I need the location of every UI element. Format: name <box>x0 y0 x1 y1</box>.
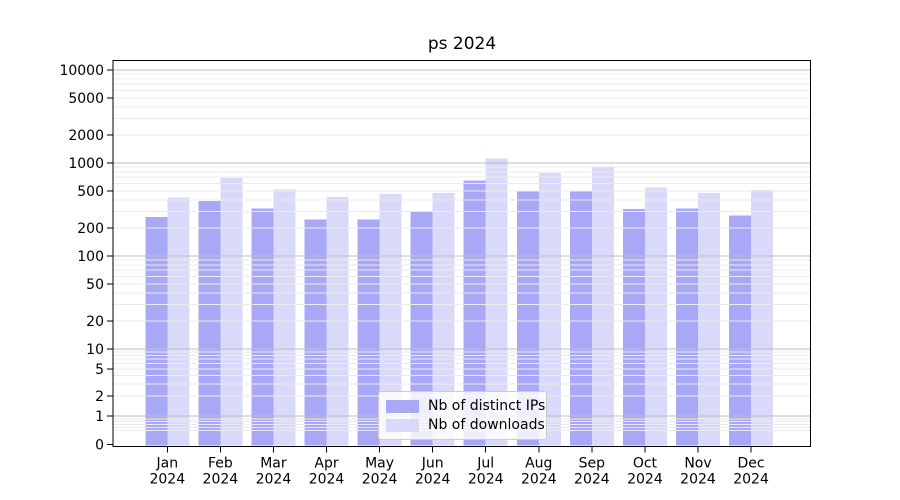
x-tick-label-year: 2024 <box>256 472 292 488</box>
legend-item-distinct-ips: Nb of distinct IPs <box>386 397 545 415</box>
x-tick-label-year: 2024 <box>521 472 557 488</box>
chart-title: ps 2024 <box>427 34 497 54</box>
bar-downloads-jul <box>485 158 508 446</box>
legend-swatch-distinct-ips <box>386 399 419 413</box>
x-tick-label-month: Feb <box>208 456 233 472</box>
legend: Nb of distinct IPs Nb of downloads <box>378 391 547 440</box>
x-tick-label-month: Jul <box>476 456 494 472</box>
x-tick-label-month: Mar <box>260 456 287 472</box>
y-tick-label: 1000 <box>68 156 104 172</box>
legend-item-downloads: Nb of downloads <box>386 416 545 434</box>
x-tick-label-month: Nov <box>684 456 711 472</box>
y-tick-label: 200 <box>77 221 104 237</box>
bar-distinct-ips-feb <box>198 201 221 446</box>
x-tick-label-year: 2024 <box>733 472 769 488</box>
bar-downloads-mar <box>273 189 296 446</box>
legend-label-distinct-ips: Nb of distinct IPs <box>428 398 546 414</box>
bar-distinct-ips-dec <box>729 215 752 446</box>
y-tick-label: 1 <box>95 409 104 425</box>
x-tick-label-month: Jan <box>156 456 179 472</box>
axes-frame <box>112 59 812 448</box>
bar-downloads-feb <box>220 177 243 446</box>
bar-distinct-ips-mar <box>251 208 274 446</box>
bar-distinct-ips-may <box>357 219 380 446</box>
x-tick-label-month: Apr <box>314 456 338 472</box>
y-tick-label: 10 <box>86 342 104 358</box>
bar-distinct-ips-nov <box>676 208 698 446</box>
y-tick-label: 0 <box>95 438 104 454</box>
x-tick-label-year: 2024 <box>680 472 716 488</box>
bar-downloads-sep <box>591 166 614 446</box>
x-tick-label-year: 2024 <box>627 472 663 488</box>
x-tick-label-month: Dec <box>738 456 765 472</box>
bar-downloads-jan <box>167 197 190 446</box>
bar-distinct-ips-aug <box>516 191 539 446</box>
y-tick-label: 20 <box>86 314 104 330</box>
y-tick-label: 500 <box>77 184 104 200</box>
legend-label-downloads: Nb of downloads <box>428 417 545 433</box>
y-tick-label: 5000 <box>68 91 104 107</box>
x-tick-label-year: 2024 <box>149 472 185 488</box>
bar-downloads-oct <box>644 187 667 446</box>
bar-downloads-aug <box>538 173 561 446</box>
bar-distinct-ips-oct <box>622 209 645 446</box>
bar-distinct-ips-jul <box>463 180 486 446</box>
bar-distinct-ips-apr <box>304 219 327 446</box>
x-tick-label-month: May <box>365 456 394 472</box>
y-tick-label: 10000 <box>59 63 104 79</box>
y-tick-label: 100 <box>77 249 104 265</box>
x-tick-label-year: 2024 <box>468 472 504 488</box>
x-tick-label-month: Jun <box>421 456 444 472</box>
bar-downloads-dec <box>751 190 774 446</box>
x-tick-label-year: 2024 <box>574 472 610 488</box>
bar-downloads-may <box>379 193 402 446</box>
x-tick-label-month: Oct <box>633 456 658 472</box>
legend-swatch-downloads <box>386 418 419 432</box>
x-tick-label-year: 2024 <box>362 472 398 488</box>
x-tick-label-year: 2024 <box>203 472 239 488</box>
bar-distinct-ips-jan <box>145 216 168 446</box>
x-tick-label-month: Aug <box>525 456 552 472</box>
y-tick-label: 50 <box>86 277 104 293</box>
y-tick-label: 2 <box>95 389 104 405</box>
y-tick-label: 2000 <box>68 128 104 144</box>
bar-distinct-ips-sep <box>569 191 592 446</box>
y-tick-label: 5 <box>95 362 104 378</box>
x-tick-label-year: 2024 <box>415 472 451 488</box>
bar-downloads-nov <box>698 192 720 446</box>
x-tick-label-year: 2024 <box>309 472 345 488</box>
x-tick-label-month: Sep <box>579 456 606 472</box>
